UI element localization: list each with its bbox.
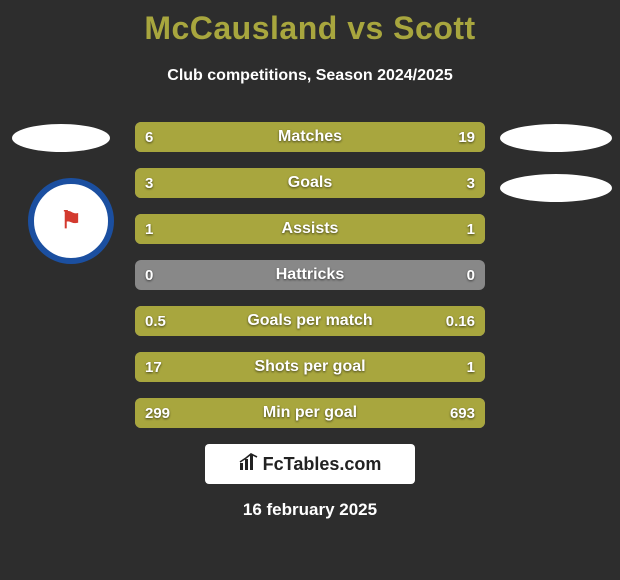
stat-label: Min per goal xyxy=(135,404,485,422)
player-avatar-left xyxy=(12,124,110,152)
stat-row: Goals33 xyxy=(135,168,485,198)
fctables-logo: FcTables.com xyxy=(205,444,415,484)
player-avatar-right-secondary xyxy=(500,174,612,202)
comparison-subtitle: Club competitions, Season 2024/2025 xyxy=(0,67,620,85)
stat-label: Goals xyxy=(135,174,485,192)
stat-row: Min per goal299693 xyxy=(135,398,485,428)
stat-row: Hattricks00 xyxy=(135,260,485,290)
club-crest: ⚑ xyxy=(28,178,114,264)
club-crest-symbol: ⚑ xyxy=(60,206,82,235)
player-avatar-right xyxy=(500,124,612,152)
stat-row: Shots per goal171 xyxy=(135,352,485,382)
stat-label: Matches xyxy=(135,128,485,146)
comparison-title: McCausland vs Scott xyxy=(0,0,620,47)
club-crest-inner: ⚑ xyxy=(45,195,97,247)
chart-icon xyxy=(239,453,259,476)
stat-label: Assists xyxy=(135,220,485,238)
fctables-logo-text: FcTables.com xyxy=(263,454,382,475)
comparison-date: 16 february 2025 xyxy=(0,500,620,520)
stats-bars-container: Matches619 Goals33 Assists11 Hattricks00 Goa… xyxy=(135,122,485,444)
stat-label: Goals per match xyxy=(135,312,485,330)
stat-row: Goals per match0.50.16 xyxy=(135,306,485,336)
stat-row: Matches619 xyxy=(135,122,485,152)
stat-label: Shots per goal xyxy=(135,358,485,376)
stat-label: Hattricks xyxy=(135,266,485,284)
stat-row: Assists11 xyxy=(135,214,485,244)
